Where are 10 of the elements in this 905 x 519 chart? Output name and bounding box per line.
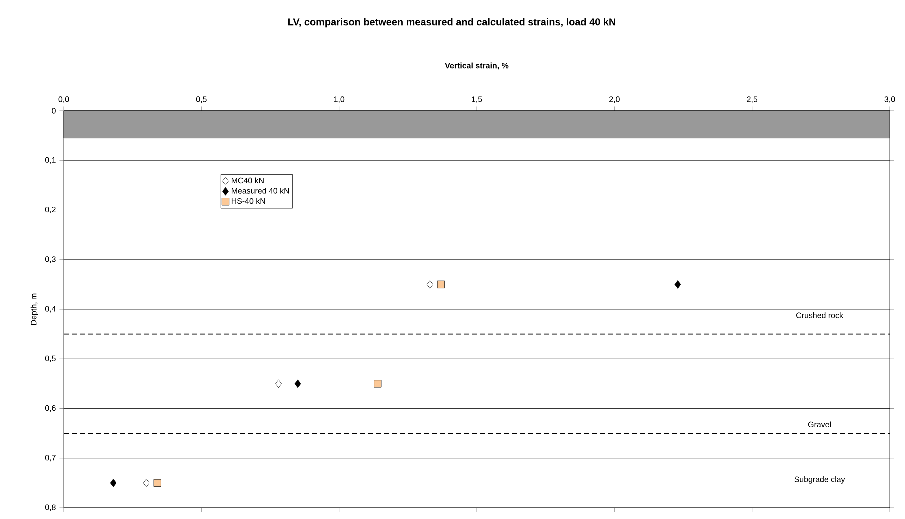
point — [674, 280, 682, 289]
point — [294, 380, 302, 388]
chart-title: LV, comparison between measured and calculated strains, load 40 kN — [288, 18, 616, 28]
point — [374, 380, 382, 388]
point — [276, 380, 282, 388]
point — [437, 280, 446, 288]
point — [110, 478, 117, 488]
point — [427, 280, 434, 289]
point — [143, 478, 150, 488]
point — [154, 479, 162, 487]
